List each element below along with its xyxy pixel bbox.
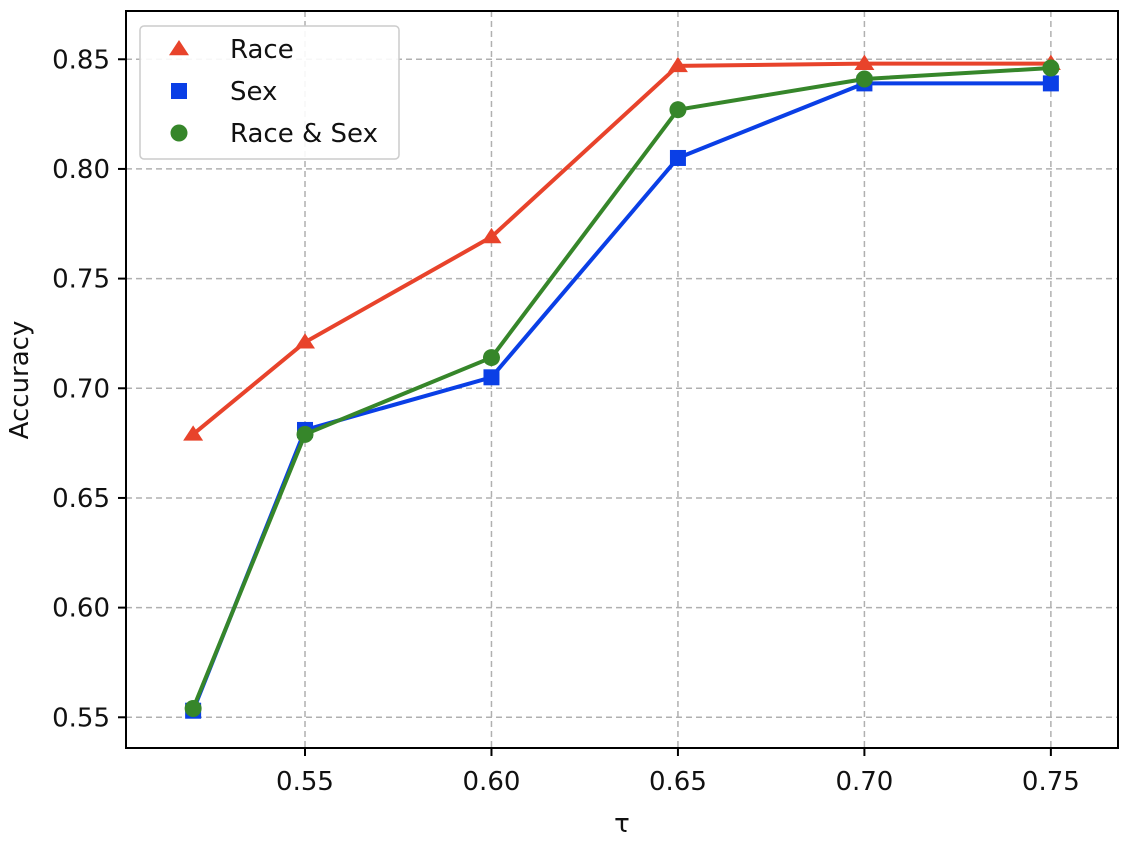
data-point	[482, 349, 500, 367]
series-line	[191, 61, 1051, 436]
data-point	[669, 149, 686, 166]
y-tick-label: 0.80	[52, 155, 110, 185]
data-point	[296, 425, 314, 443]
legend-marker	[169, 40, 189, 56]
data-point	[481, 227, 502, 244]
data-point	[855, 70, 873, 88]
legend-label: Race	[230, 35, 294, 65]
y-tick-label: 0.65	[52, 484, 110, 514]
data-point	[483, 369, 500, 386]
data-point	[1042, 59, 1060, 77]
series-line	[191, 81, 1051, 712]
data-point	[667, 56, 688, 73]
data-point	[1042, 75, 1059, 92]
series-0	[183, 54, 1061, 441]
y-axis-label: Accuracy	[5, 321, 35, 440]
plot-frame	[125, 10, 1119, 749]
data-point	[669, 101, 687, 119]
series-1	[185, 75, 1059, 719]
data-point	[295, 333, 316, 349]
legend-label: Race & Sex	[230, 119, 378, 149]
legend-marker	[171, 83, 187, 99]
x-axis-label: τ	[614, 809, 630, 839]
data-point	[184, 700, 202, 718]
legend-marker	[170, 124, 188, 142]
series-2	[184, 59, 1060, 718]
grid	[126, 11, 1118, 748]
ticks: 0.55 0.60 0.65 0.70 0.75 0.55 0.60 0.65 0.70 0.75…	[52, 45, 1080, 797]
y-tick-label: 0.70	[52, 374, 110, 404]
data-point	[854, 54, 875, 70]
data-point	[183, 425, 204, 441]
y-tick-label: 0.60	[52, 594, 110, 624]
legend-label: Sex	[230, 77, 277, 107]
legend-box	[139, 25, 400, 160]
x-tick-label: 0.70	[835, 767, 893, 797]
x-tick-label: 0.55	[276, 767, 334, 797]
y-tick-label: 0.75	[52, 265, 110, 295]
series-layer	[183, 54, 1061, 719]
legend: Race Sex Race & Sex	[139, 25, 400, 160]
x-tick-label: 0.75	[1022, 767, 1080, 797]
y-tick-label: 0.85	[52, 45, 110, 75]
series-line	[191, 66, 1051, 710]
x-tick-label: 0.65	[649, 767, 707, 797]
x-tick-label: 0.60	[463, 767, 521, 797]
y-tick-label: 0.55	[52, 703, 110, 733]
